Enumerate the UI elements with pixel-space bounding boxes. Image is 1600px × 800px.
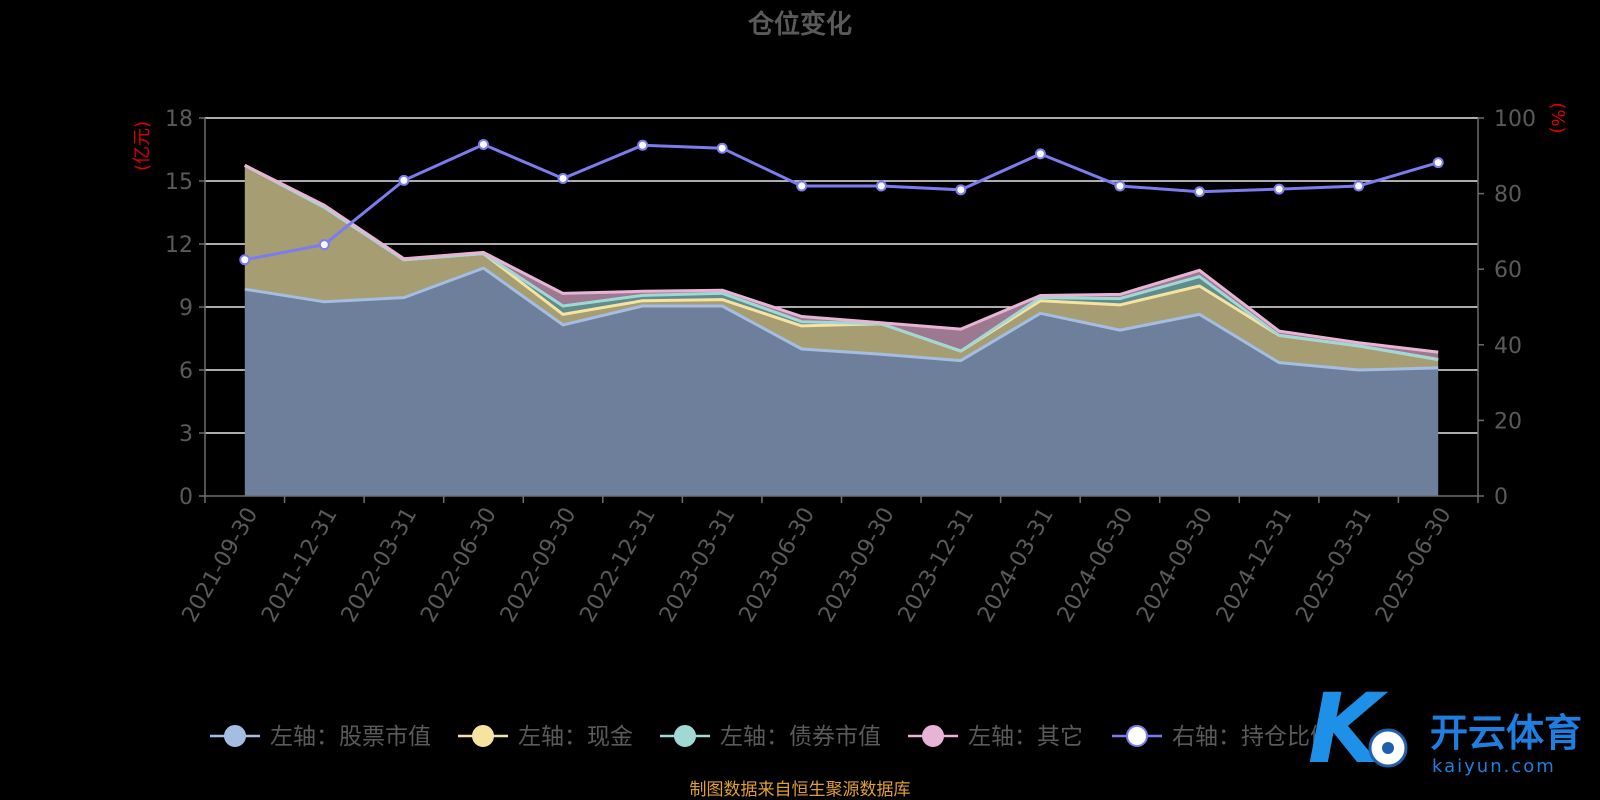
legend-label: 右轴：持仓比例 xyxy=(1172,724,1333,750)
ratio-point xyxy=(477,138,489,150)
x-tick-label: 2024-09-30 xyxy=(1132,504,1218,627)
ratio-point xyxy=(1194,186,1206,198)
left-tick-label: 12 xyxy=(165,233,193,258)
ratio-point xyxy=(637,139,649,151)
series-line-0 xyxy=(244,266,1439,372)
ratio-point xyxy=(1353,180,1365,192)
legend-label: 左轴：股票市值 xyxy=(270,724,431,750)
x-tick-label: 2024-06-30 xyxy=(1053,504,1139,627)
right-tick-label: 60 xyxy=(1494,258,1522,283)
x-tick-label: 2021-09-30 xyxy=(178,504,264,627)
left-tick-label: 15 xyxy=(165,170,193,195)
legend-item[interactable]: 右轴：持仓比例 xyxy=(1112,724,1333,750)
legend-label: 左轴：债券市值 xyxy=(720,724,881,750)
stacked-areas xyxy=(244,165,1439,496)
x-tick-label: 2022-12-31 xyxy=(575,504,661,627)
watermark-logo-letter: K xyxy=(1308,673,1389,785)
legend-label: 左轴：其它 xyxy=(968,724,1083,750)
series-line-3 xyxy=(244,163,1439,354)
x-tick-label: 2022-06-30 xyxy=(416,504,502,627)
ratio-point xyxy=(239,254,251,266)
legend-marker xyxy=(472,725,494,747)
right-axis-unit: (%) xyxy=(1547,102,1568,133)
x-tick-label: 2025-06-30 xyxy=(1371,504,1457,627)
ratio-point xyxy=(557,172,569,184)
right-tick-label: 40 xyxy=(1494,334,1522,359)
source-note: 制图数据来自恒生聚源数据库 xyxy=(690,780,911,800)
ratio-point xyxy=(398,174,410,186)
ratio-point xyxy=(1273,183,1285,195)
left-axis-unit: (亿元) xyxy=(132,121,153,171)
watermark-en: kaiyun.com xyxy=(1432,756,1556,777)
area-0 xyxy=(244,268,1439,496)
x-tick-label: 2024-03-31 xyxy=(973,504,1059,627)
watermark-cn: 开云体育 xyxy=(1430,711,1582,755)
legend-item[interactable]: 左轴：股票市值 xyxy=(210,724,431,750)
x-tick-label: 2021-12-31 xyxy=(257,504,343,627)
ratio-point xyxy=(955,184,967,196)
x-tick-label: 2023-09-30 xyxy=(814,504,900,627)
right-tick-label: 20 xyxy=(1494,409,1522,434)
watermark-logo: K 开云体育 kaiyun.com xyxy=(1308,673,1582,785)
left-tick-label: 0 xyxy=(179,485,193,510)
legend-label: 左轴：现金 xyxy=(518,724,633,750)
area-1 xyxy=(244,165,1439,370)
legend-marker xyxy=(224,725,246,747)
chart-title: 仓位变化 xyxy=(747,9,852,40)
left-tick-label: 9 xyxy=(179,296,193,321)
legend-item[interactable]: 左轴：债券市值 xyxy=(660,724,881,750)
legend-marker xyxy=(1126,725,1148,747)
legend-item[interactable]: 左轴：现金 xyxy=(458,724,633,750)
x-tick-label: 2022-09-30 xyxy=(496,504,582,627)
soccer-ball-center xyxy=(1382,742,1394,754)
left-tick-label: 18 xyxy=(165,107,193,132)
ratio-point xyxy=(716,142,728,154)
legend-marker xyxy=(674,725,696,747)
series-lines xyxy=(239,138,1444,372)
legend[interactable]: 左轴：股票市值 左轴：现金 左轴：债券市值 左轴：其它 右轴：持仓比例 xyxy=(210,724,1333,750)
ratio-line xyxy=(244,142,1439,262)
right-tick-label: 100 xyxy=(1494,107,1536,132)
ratio-point xyxy=(318,239,330,251)
legend-item[interactable]: 左轴：其它 xyxy=(908,724,1083,750)
right-tick-label: 80 xyxy=(1494,183,1522,208)
x-tick-label: 2024-12-31 xyxy=(1212,504,1298,627)
x-tick-label: 2023-12-31 xyxy=(894,504,980,627)
x-tick-label: 2025-03-31 xyxy=(1291,504,1377,627)
ratio-point xyxy=(1432,157,1444,169)
x-tick-label: 2023-06-30 xyxy=(735,504,821,627)
ratio-point xyxy=(796,180,808,192)
left-tick-label: 6 xyxy=(179,359,193,384)
ratio-point xyxy=(1034,148,1046,160)
x-tick-label: 2023-03-31 xyxy=(655,504,741,627)
x-tick-label: 2022-03-31 xyxy=(337,504,423,627)
legend-marker xyxy=(922,725,944,747)
ratio-point xyxy=(875,180,887,192)
right-tick-label: 0 xyxy=(1494,485,1508,510)
ratio-point xyxy=(1114,180,1126,192)
left-tick-label: 3 xyxy=(179,422,193,447)
